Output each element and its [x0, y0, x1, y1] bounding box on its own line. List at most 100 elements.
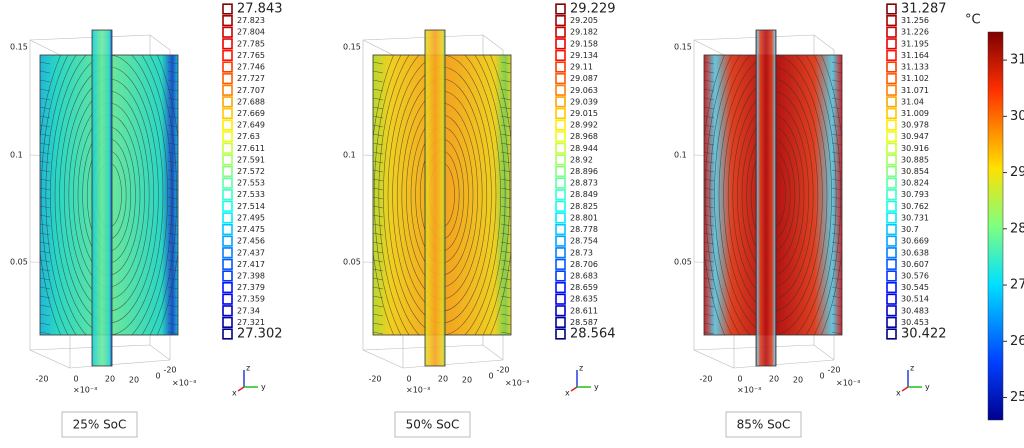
edge-contour: [831, 160, 842, 164]
triad-label: y: [594, 383, 599, 392]
edge-contour: [373, 295, 384, 299]
legend-label: 31.226: [901, 28, 929, 37]
z-tick-label: 0.05: [10, 258, 28, 267]
legend-swatch: [222, 258, 233, 270]
z-tick-label: 0.15: [343, 43, 361, 52]
edge-contour: [831, 250, 842, 254]
edge-contour: [167, 160, 178, 164]
edge-contour: [373, 304, 384, 308]
panel: 0.150.10.05-20 0 20×10⁻³20 0-20×10⁻³zyx27.8…: [10, 2, 283, 438]
legend-swatch: [886, 96, 897, 108]
legend-label: 30.483: [901, 306, 929, 315]
edge-contour: [167, 79, 178, 83]
legend-label: 27.707: [237, 86, 265, 95]
edge-contour: [500, 223, 511, 227]
legend-label: 27.591: [237, 155, 265, 164]
legend-swatch: [886, 38, 897, 50]
legend-label: 28.873: [570, 179, 598, 188]
edge-contour: [40, 88, 51, 92]
triad-x: [237, 386, 245, 392]
legend-label: 27.785: [237, 39, 265, 48]
edge-contour: [500, 268, 511, 272]
y-tick-label: -20: [496, 366, 509, 375]
colorbar: [987, 31, 1004, 421]
edge-contour: [40, 79, 51, 83]
legend-label: 27.746: [237, 63, 265, 72]
legend-swatch: [555, 200, 566, 212]
legend-label: 27.843: [237, 2, 283, 17]
edge-contour: [373, 241, 384, 245]
legend-label: 30.824: [901, 179, 929, 188]
edge-contour: [704, 133, 715, 137]
edge-contour: [704, 322, 715, 326]
edge-contour: [500, 295, 511, 299]
edge-contour: [373, 286, 384, 290]
axis-scale: ×10⁻³: [172, 379, 196, 388]
legend-swatch: [886, 200, 897, 212]
edge-contour: [500, 124, 511, 128]
legend-label: 29.158: [570, 39, 598, 48]
legend-label: 31.256: [901, 16, 929, 25]
legend-swatch: [886, 189, 897, 201]
caption-box: [61, 411, 138, 438]
legend-swatch: [222, 15, 233, 27]
legend-label: 27.804: [237, 28, 265, 37]
edge-contour: [373, 223, 384, 227]
tab: [755, 29, 777, 367]
edge-contour: [500, 142, 511, 146]
edge-contour: [500, 178, 511, 182]
axis-scale: ×10⁻³: [737, 386, 761, 395]
legend-swatch: [555, 328, 566, 340]
legend-label: 27.553: [237, 179, 265, 188]
legend-swatch: [222, 247, 233, 259]
legend-label: 31.195: [901, 39, 929, 48]
x-tick-label: 0: [73, 375, 78, 384]
edge-contour: [500, 250, 511, 254]
edge-contour: [40, 178, 51, 182]
legend-label: 27.437: [237, 248, 265, 257]
legend-label: 27.475: [237, 225, 265, 234]
edge-contour: [373, 322, 384, 326]
edge-contour: [831, 286, 842, 290]
edge-contour: [373, 331, 384, 335]
edge-contour: [831, 268, 842, 272]
edge-contour: [167, 124, 178, 128]
triad-x: [901, 386, 909, 392]
edge-contour: [500, 160, 511, 164]
contours: [704, 55, 842, 335]
legend-swatch: [555, 212, 566, 224]
edge-contour: [167, 304, 178, 308]
edge-contour: [704, 88, 715, 92]
edge-contour: [167, 187, 178, 191]
legend-swatch: [886, 84, 897, 96]
legend-swatch: [555, 38, 566, 50]
legend-label: 30.453: [901, 318, 929, 327]
edge-contour: [40, 115, 51, 119]
edge-contour: [167, 169, 178, 173]
legend-label: 28.659: [570, 283, 598, 292]
legend-swatch: [222, 281, 233, 294]
legend-label: 28.849: [570, 190, 598, 199]
legend-label: 27.611: [237, 144, 265, 153]
contour: [704, 55, 842, 335]
edge-contour: [704, 196, 715, 200]
legend-swatch: [222, 61, 233, 73]
edge-contour: [373, 106, 384, 110]
edge-contour: [373, 250, 384, 254]
contour: [378, 55, 506, 335]
legend-swatch: [555, 15, 566, 27]
legend-swatch: [222, 177, 233, 189]
legend-label: 27.321: [237, 318, 265, 327]
contour: [709, 55, 837, 335]
edge-contour: [831, 106, 842, 110]
edge-contour: [373, 277, 384, 281]
edge-contour: [40, 187, 51, 191]
legend-swatch: [886, 107, 897, 120]
edge-contour: [373, 259, 384, 263]
legend-label: 30.576: [901, 271, 929, 280]
tab: [91, 29, 113, 367]
edge-contour: [373, 124, 384, 128]
legend-label: 28.92: [570, 155, 593, 164]
legend-swatch: [222, 131, 233, 143]
edge-contour: [704, 79, 715, 83]
